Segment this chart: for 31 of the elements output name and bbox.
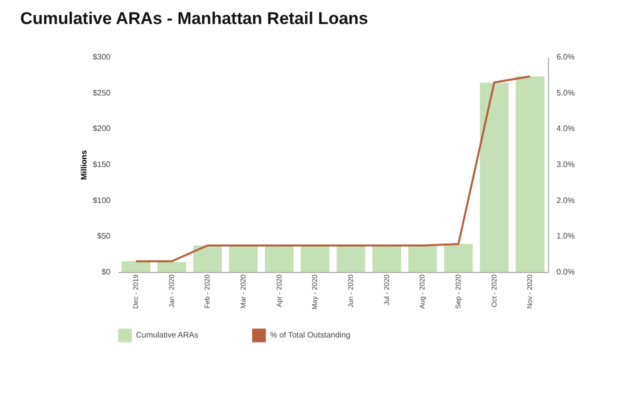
y-tick-label: $150 bbox=[92, 160, 112, 169]
y-tick-label: $250 bbox=[92, 88, 112, 98]
y-tick-label: $100 bbox=[92, 196, 112, 205]
bar bbox=[300, 245, 330, 272]
y-axis-title: Millions bbox=[80, 150, 89, 180]
y2-tick-label: 2.0% bbox=[556, 196, 575, 205]
bar bbox=[408, 245, 437, 272]
bar bbox=[122, 261, 150, 272]
bar bbox=[336, 245, 366, 272]
bar bbox=[229, 245, 258, 272]
chart-title: Cumulative ARAs - Manhattan Retail Loans bbox=[20, 9, 368, 28]
bar bbox=[372, 245, 402, 272]
bar bbox=[480, 82, 509, 272]
legend-label: Cumulative ARAs bbox=[136, 330, 198, 340]
y2-tick-label: 5.0% bbox=[556, 88, 575, 98]
y-tick-label: $200 bbox=[92, 124, 112, 134]
legend-label: % of Total Outstanding bbox=[270, 330, 350, 340]
bar bbox=[444, 244, 473, 272]
y2-tick-label: 0.0% bbox=[556, 268, 575, 276]
bar bbox=[157, 262, 186, 272]
bar bbox=[193, 245, 222, 272]
y2-tick-label: 3.0% bbox=[556, 160, 575, 169]
line-series bbox=[134, 75, 532, 262]
bar bbox=[264, 245, 294, 272]
y-tick-label: $0 bbox=[102, 268, 112, 276]
y-tick-label: $300 bbox=[92, 52, 112, 62]
y2-tick-label: 6.0% bbox=[556, 52, 575, 62]
y2-tick-label: 4.0% bbox=[556, 124, 575, 134]
y-tick-label: $50 bbox=[97, 232, 112, 241]
y2-tick-label: 1.0% bbox=[556, 232, 575, 241]
bar bbox=[516, 76, 544, 272]
